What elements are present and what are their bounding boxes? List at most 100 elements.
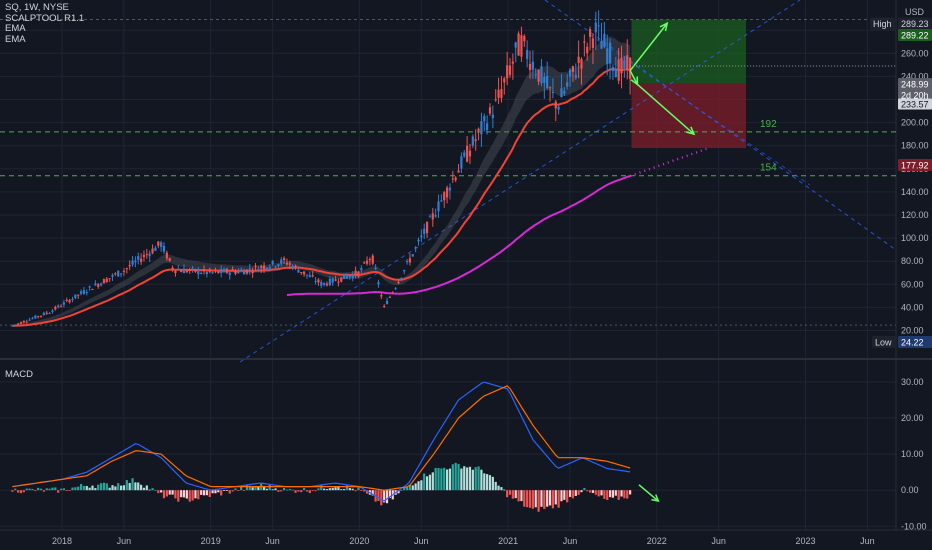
histogram-bar [154, 489, 157, 491]
time-tick-label: Jun [117, 536, 132, 546]
histogram-bar [434, 467, 437, 491]
histogram-bar [365, 490, 369, 494]
candle-body [237, 270, 240, 273]
trendline-up[interactable] [239, 0, 801, 363]
histogram-bar [151, 488, 154, 491]
indicator-ema-2[interactable]: EMA [5, 33, 26, 45]
histogram-bar [303, 488, 306, 491]
target-zone[interactable] [631, 19, 747, 84]
price-tick-label: 260.00 [901, 48, 929, 58]
candle-body [200, 272, 203, 274]
histogram-bar [165, 490, 168, 497]
histogram-bar [345, 485, 349, 491]
histogram-bar [380, 490, 383, 506]
candle-body [291, 265, 294, 270]
low-label-tag[interactable]: Low [872, 336, 896, 348]
macd-histogram[interactable] [11, 462, 632, 512]
candle-body [154, 247, 157, 251]
histogram-bar [185, 490, 188, 499]
candle-body [65, 299, 68, 301]
histogram-bar [377, 490, 380, 501]
candle-body [194, 269, 197, 272]
target-value-tag[interactable]: 289.22 [898, 29, 932, 41]
candle-body [331, 278, 334, 283]
histogram-bar [200, 490, 203, 495]
indicator-macd[interactable]: MACD [5, 369, 33, 380]
indicator-ema-1[interactable]: EMA [5, 23, 26, 34]
candle-body [48, 313, 51, 315]
entry-value-tag[interactable]: 233.57 [898, 98, 932, 110]
histogram-bar [25, 488, 28, 491]
candle-body [477, 128, 480, 131]
time-axis[interactable]: 2018 Jun 2019 Jun 2020 Jun 2021 Jun 2022 Jun 2023 J… [52, 536, 875, 546]
histogram-bar [217, 490, 220, 493]
histogram-bar [222, 490, 226, 491]
price-tick-label: 240.00 [901, 71, 929, 81]
candle-body [488, 107, 492, 114]
candle-body [105, 278, 108, 283]
histogram-bar [128, 483, 131, 491]
histogram-bar [423, 473, 426, 491]
candle-body [25, 321, 28, 323]
last-price-tag[interactable]: 248.99 [898, 78, 932, 90]
candle-body [557, 106, 560, 110]
histogram-bar [537, 490, 540, 512]
macd-arrow-head [651, 494, 660, 503]
candle-body [486, 123, 489, 130]
candle-body [205, 271, 208, 275]
high-value-tag[interactable]: 289.23 [898, 17, 932, 30]
histogram-bar [403, 487, 406, 491]
price-tick-label: 140.00 [901, 187, 929, 197]
stop-value-tag[interactable]: 177.92 [898, 159, 932, 171]
histogram-bar [228, 490, 231, 494]
histogram-bar [566, 490, 569, 503]
candle-body [448, 187, 452, 191]
histogram-bar [285, 489, 289, 491]
histogram-bar [211, 490, 214, 494]
histogram-bar [171, 490, 174, 495]
histogram-bar [551, 490, 555, 509]
high-label-tag-bg [870, 17, 896, 30]
macd-arrow[interactable] [638, 484, 659, 502]
candle-body [323, 282, 326, 285]
arrow-down-short[interactable] [629, 70, 639, 85]
candles[interactable] [11, 10, 632, 327]
candle-body [177, 269, 180, 271]
symbol-title[interactable]: SQ, 1W, NYSE [5, 2, 69, 13]
histogram-bar [31, 489, 34, 491]
histogram-bar [114, 486, 117, 491]
candle-body [217, 271, 220, 274]
macd-signal-line[interactable] [12, 385, 631, 491]
ema-slow-line[interactable] [286, 175, 631, 296]
histogram-bar [334, 487, 337, 491]
candle-body [371, 255, 374, 264]
arrow-down-long[interactable] [636, 83, 695, 135]
macd-line[interactable] [12, 381, 631, 502]
candle-body [211, 272, 214, 274]
macd-pane[interactable] [11, 381, 660, 512]
candle-body [411, 254, 414, 257]
candle-body [171, 267, 174, 270]
low-value-tag[interactable]: 24.22 [898, 336, 932, 348]
histogram-bar [471, 469, 474, 491]
candle-body [405, 261, 409, 263]
candle-body [137, 256, 140, 260]
candle-body [148, 253, 151, 257]
candle-body [348, 275, 351, 278]
level-label: 154 [760, 163, 777, 174]
indicator-scalptool[interactable]: SCALPTOOL R1.1 [5, 12, 85, 24]
candle-body [240, 269, 243, 271]
ema-slow-projection[interactable] [629, 146, 710, 178]
candle-body [180, 270, 183, 273]
stop-zone[interactable] [631, 83, 747, 149]
target-value-tag-bg [898, 29, 932, 41]
high-label-tag[interactable]: High [870, 17, 896, 30]
countdown-tag[interactable]: 2d 20h [898, 89, 932, 101]
candle-body [188, 269, 191, 271]
arrow-up[interactable] [629, 22, 668, 72]
ema-fast-line[interactable] [12, 68, 631, 327]
macd-axis[interactable]: 30.00 20.00 10.00 0.00 -10.00 [901, 377, 927, 531]
candle-body [363, 262, 366, 264]
